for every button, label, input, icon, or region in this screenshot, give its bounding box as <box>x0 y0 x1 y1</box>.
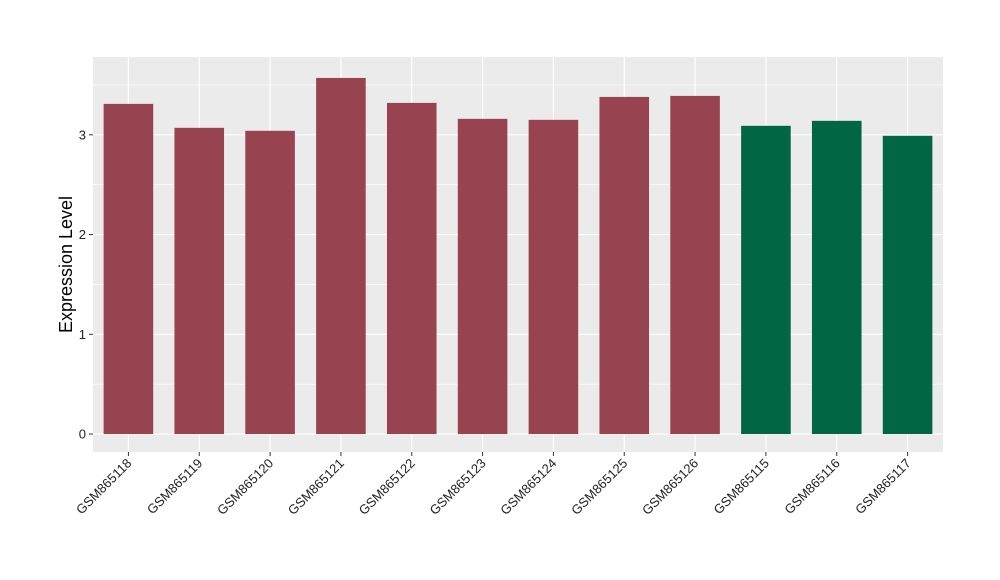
x-tick-label: GSM865126 <box>639 456 701 518</box>
bar-GSM865116 <box>811 120 862 435</box>
bar-GSM865117 <box>882 135 933 435</box>
bar-GSM865120 <box>245 130 295 435</box>
y-axis: 0 1 2 3 <box>79 127 93 442</box>
bar-GSM865118 <box>103 103 154 435</box>
y-tick-label: 0 <box>79 427 86 442</box>
x-tick-label: GSM865116 <box>781 456 843 518</box>
bar-GSM865121 <box>316 77 366 435</box>
bar-GSM865115 <box>741 125 791 435</box>
bar-GSM865125 <box>599 96 650 435</box>
x-tick-label: GSM865115 <box>710 456 772 518</box>
y-axis-title: Expression Level <box>56 196 76 333</box>
y-tick-label: 3 <box>79 127 86 142</box>
y-tick-label: 1 <box>79 327 86 342</box>
bars-group <box>103 77 933 435</box>
x-tick-label: GSM865124 <box>497 456 559 518</box>
x-tick-label: GSM865122 <box>356 456 418 518</box>
bar-GSM865122 <box>386 102 437 435</box>
y-tick-label: 2 <box>79 227 86 242</box>
x-tick-label: GSM865123 <box>426 456 488 518</box>
x-tick-label: GSM865125 <box>568 456 630 518</box>
bar-GSM865123 <box>457 118 508 435</box>
bar-GSM865124 <box>528 119 579 435</box>
bar-GSM865126 <box>670 95 720 435</box>
x-tick-label: GSM865120 <box>214 456 276 518</box>
bar-GSM865119 <box>174 127 225 435</box>
x-tick-label: GSM865118 <box>73 456 135 518</box>
x-axis: GSM865118 GSM865119 GSM865120 GSM865121 GSM8… <box>73 452 914 518</box>
plot-panel <box>93 57 943 452</box>
grid-minor-lines <box>93 84 943 385</box>
x-tick-label: GSM865119 <box>144 456 206 518</box>
x-tick-label: GSM865117 <box>852 456 914 518</box>
x-tick-label: GSM865121 <box>285 456 347 518</box>
